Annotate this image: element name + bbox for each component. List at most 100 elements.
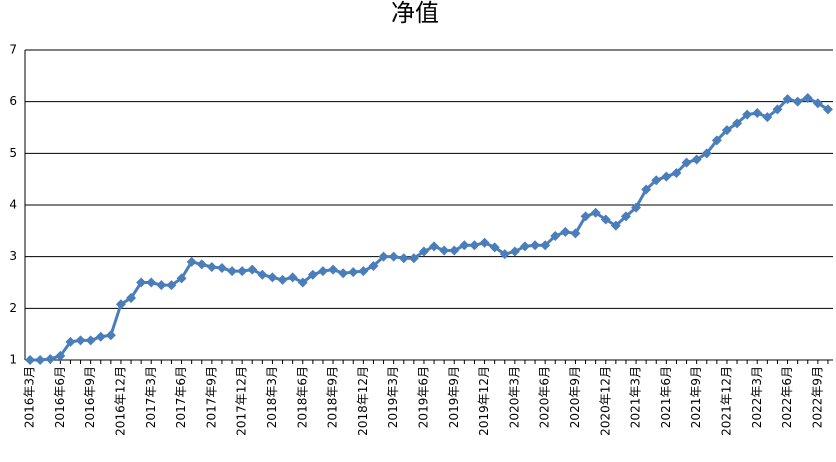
x-tick-label: 2021年9月: [689, 366, 703, 428]
x-tick-label: 2016年6月: [53, 366, 67, 428]
marker: [550, 231, 561, 241]
x-tick-label: 2017年3月: [144, 366, 158, 428]
marker: [277, 274, 288, 285]
y-tick-label: 7: [9, 43, 17, 57]
marker: [307, 269, 318, 280]
marker: [711, 135, 722, 146]
marker: [580, 211, 591, 222]
marker: [661, 171, 672, 182]
marker: [247, 264, 258, 275]
marker: [570, 228, 581, 239]
marker: [297, 277, 308, 288]
marker: [681, 157, 692, 168]
marker: [822, 104, 833, 115]
marker: [55, 350, 66, 361]
x-tick-label: 2022年9月: [810, 366, 824, 428]
marker: [227, 266, 238, 277]
marker: [348, 267, 359, 278]
marker: [439, 245, 450, 256]
x-tick-label: 2021年12月: [719, 366, 733, 436]
x-tick-label: 2020年6月: [538, 366, 552, 428]
marker: [317, 266, 328, 277]
y-tick-label: 1: [9, 353, 17, 367]
x-tick-label: 2019年6月: [416, 366, 430, 428]
marker: [459, 240, 470, 251]
marker: [206, 262, 217, 272]
marker: [610, 220, 621, 231]
x-tick-label: 2021年6月: [659, 366, 673, 428]
y-tick-label: 4: [9, 198, 17, 212]
x-tick-label: 2020年9月: [568, 366, 582, 428]
marker: [328, 264, 339, 275]
marker: [701, 148, 712, 159]
marker: [25, 355, 36, 365]
marker: [509, 246, 520, 257]
marker: [65, 336, 76, 347]
x-tick-label: 2021年3月: [629, 366, 643, 428]
marker: [721, 125, 732, 136]
marker: [742, 109, 753, 120]
marker: [75, 335, 86, 346]
x-tick-label: 2018年3月: [265, 366, 279, 428]
x-tick-label: 2018年6月: [295, 366, 309, 428]
marker: [631, 202, 642, 213]
marker: [85, 335, 96, 346]
marker: [812, 98, 823, 109]
marker: [479, 237, 490, 248]
marker: [267, 272, 278, 283]
y-tick-label: 5: [9, 146, 17, 160]
marker: [641, 184, 652, 195]
x-tick-label: 2016年9月: [83, 366, 97, 428]
y-tick-label: 6: [9, 94, 17, 108]
marker: [469, 240, 480, 251]
marker: [782, 94, 793, 105]
marker: [136, 277, 147, 288]
x-tick-label: 2019年3月: [386, 366, 400, 428]
marker: [429, 241, 440, 252]
x-tick-label: 2017年12月: [235, 366, 249, 436]
marker: [257, 269, 268, 280]
marker: [146, 277, 157, 288]
x-tick-label: 2020年12月: [598, 366, 612, 436]
marker: [418, 246, 429, 257]
x-tick-label: 2022年3月: [750, 366, 764, 428]
y-tick-label: 2: [9, 301, 17, 315]
marker: [519, 241, 530, 252]
marker: [378, 251, 389, 262]
marker: [156, 280, 167, 291]
x-tick-label: 2017年9月: [204, 366, 218, 428]
marker: [620, 211, 631, 222]
marker: [388, 251, 399, 262]
marker: [732, 118, 743, 129]
marker: [762, 112, 773, 123]
marker: [287, 272, 298, 283]
x-tick-label: 2016年3月: [23, 366, 37, 428]
x-tick-label: 2022年6月: [780, 366, 794, 428]
marker: [95, 331, 106, 342]
line: [30, 96, 829, 362]
x-tick-label: 2019年12月: [477, 366, 491, 436]
x-tick-label: 2017年6月: [174, 366, 188, 428]
marker: [398, 253, 409, 264]
marker: [499, 249, 510, 260]
marker: [105, 330, 116, 341]
marker: [600, 214, 611, 225]
x-tick-label: 2018年12月: [356, 366, 370, 436]
marker: [489, 242, 500, 253]
x-tick-label: 2018年9月: [326, 366, 340, 428]
marker: [216, 263, 227, 274]
marker: [590, 207, 601, 218]
marker: [408, 253, 419, 264]
marker: [237, 266, 248, 277]
x-tick-label: 2016年12月: [113, 366, 127, 436]
marker: [338, 268, 349, 279]
marker: [35, 355, 46, 365]
marker: [126, 293, 137, 303]
marker: [671, 167, 682, 178]
marker: [792, 96, 803, 107]
marker: [752, 108, 763, 119]
marker: [691, 154, 702, 165]
marker: [772, 104, 783, 115]
x-tick-label: 2020年3月: [507, 366, 521, 428]
